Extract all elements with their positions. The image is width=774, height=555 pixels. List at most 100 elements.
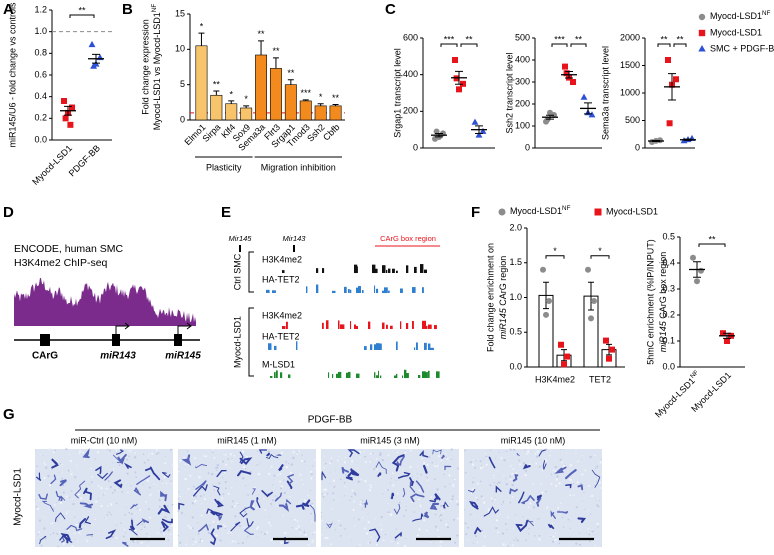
pore (391, 541, 393, 543)
cell (432, 449, 442, 455)
pore (281, 508, 283, 510)
pore (546, 506, 549, 509)
pore (597, 498, 599, 500)
track-peak (332, 374, 334, 378)
pore (483, 501, 486, 504)
pore (179, 541, 182, 544)
pore (503, 502, 505, 504)
pore (426, 480, 429, 482)
cell (144, 467, 152, 472)
pore (470, 492, 473, 495)
y-tick-label: 0.4 (34, 91, 47, 101)
pore (510, 542, 511, 544)
pore (597, 526, 599, 528)
y-tick-label: 1500 (620, 60, 640, 70)
pore (323, 493, 326, 496)
track-peak (382, 322, 385, 329)
y-tick-label: 100 (515, 120, 530, 130)
condition-label: Myocd-LSD1 (232, 316, 242, 368)
pore (373, 468, 376, 471)
pore (445, 456, 448, 459)
pore (380, 528, 383, 531)
pore (69, 496, 71, 499)
pore (95, 500, 98, 503)
condition-label: Ctrl SMC (232, 253, 242, 290)
y-axis-label-part: CArG region (498, 256, 508, 309)
pore (364, 461, 367, 464)
significance-label: ** (78, 5, 86, 15)
pore (525, 539, 527, 542)
pore (263, 532, 266, 536)
pore (368, 541, 371, 544)
pore (436, 529, 439, 531)
y-tick-label: 2000 (620, 32, 640, 42)
pore (66, 532, 67, 533)
y-tick-label: 0.1 (662, 335, 675, 345)
pore (438, 466, 440, 468)
significance-bracket (590, 255, 610, 259)
track-peak (346, 372, 349, 379)
pore (471, 463, 475, 466)
pore (235, 502, 238, 505)
pore (356, 467, 358, 469)
cell (141, 518, 150, 524)
track-peak (372, 264, 376, 274)
pore (146, 479, 149, 482)
y-tick-label: 0.2 (662, 309, 675, 319)
pore (331, 508, 333, 510)
pore (535, 455, 539, 458)
pore (97, 485, 100, 487)
pore (326, 493, 329, 495)
pore (387, 511, 390, 514)
track-peak (358, 286, 361, 293)
pore (80, 533, 82, 535)
pore (207, 472, 210, 475)
pore (177, 509, 180, 512)
cell (84, 516, 91, 525)
pore (224, 527, 227, 530)
pore (237, 503, 239, 506)
significance-label: * (319, 92, 323, 102)
error-bar (652, 140, 660, 143)
pore (587, 527, 589, 530)
pore (252, 504, 255, 507)
pore (151, 452, 154, 455)
pore (469, 461, 472, 464)
track-peak (430, 347, 434, 351)
pore (231, 500, 234, 503)
panel-label: A (3, 1, 14, 18)
pore (140, 541, 143, 544)
pore (199, 495, 202, 498)
track-peak (418, 374, 421, 378)
pore (548, 454, 551, 457)
y-axis-label: Fold change expression (140, 19, 150, 115)
pore (164, 455, 166, 457)
pore (507, 545, 510, 547)
pore (549, 535, 552, 538)
significance-bracket (657, 43, 671, 47)
pore (222, 493, 225, 496)
pore (364, 480, 367, 483)
cell (128, 528, 138, 536)
pore (555, 532, 557, 534)
pore (52, 532, 55, 535)
cell (516, 452, 520, 457)
significance-label: ** (287, 68, 295, 78)
pore (194, 457, 197, 459)
pore (241, 542, 244, 545)
pore (410, 449, 412, 452)
pore (369, 484, 372, 487)
track-peak (422, 371, 426, 379)
pore (286, 543, 288, 545)
pore (243, 529, 245, 531)
pore (199, 538, 202, 541)
pore (359, 451, 362, 454)
cell (441, 454, 445, 459)
y-tick-label: 200 (515, 98, 530, 108)
pore (310, 477, 313, 480)
pore (453, 518, 456, 521)
track-peak (356, 373, 360, 378)
pore (269, 516, 271, 518)
pore (396, 539, 398, 541)
pore (469, 488, 471, 490)
